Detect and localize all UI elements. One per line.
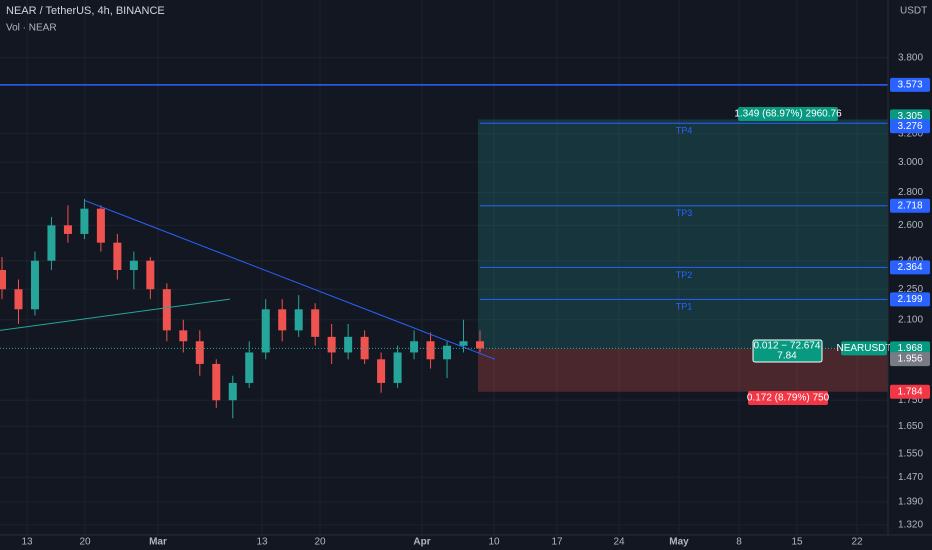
y-tick-label: 1.550 xyxy=(898,449,923,460)
y-tick-label: 1.650 xyxy=(898,421,923,432)
stop-badge: 1.784 xyxy=(897,386,922,397)
target-label: TP1 xyxy=(676,302,693,312)
candle-body xyxy=(344,336,353,353)
y-tick-label: 2.800 xyxy=(898,187,923,198)
y-tick-label: 2.250 xyxy=(898,284,923,295)
tp-badge-bg xyxy=(890,260,930,275)
candle-body xyxy=(146,260,155,290)
candle-body xyxy=(311,309,320,337)
currency-label: USDT xyxy=(900,6,927,17)
candle-body xyxy=(129,260,138,271)
target-label: TP4 xyxy=(676,126,693,136)
y-tick-label: 3.800 xyxy=(898,52,923,63)
y-tick-label: 1.750 xyxy=(898,395,923,406)
center-text: 0.012 − 72.674 xyxy=(753,341,820,352)
tp-badge-bg xyxy=(890,198,930,213)
candle-body xyxy=(113,242,122,271)
x-tick-label: Apr xyxy=(413,537,430,548)
indicator-label: Vol · NEAR xyxy=(6,23,57,34)
y-tick-label: 3.200 xyxy=(898,128,923,139)
tp-badge: 2.718 xyxy=(897,200,922,211)
last-badge: 1.968 xyxy=(897,343,922,354)
candle-body xyxy=(327,336,336,353)
candle-body xyxy=(63,225,72,234)
x-tick-label: 13 xyxy=(21,537,33,548)
candle-body xyxy=(212,363,221,401)
y-tick-label: 1.470 xyxy=(898,472,923,483)
prev-badge: 1.956 xyxy=(897,354,922,365)
profit-zone xyxy=(478,119,888,349)
candle-body xyxy=(443,345,452,360)
candle-body xyxy=(377,359,386,383)
x-tick-label: 24 xyxy=(613,537,625,548)
candle-body xyxy=(96,208,105,243)
center-box xyxy=(752,339,823,363)
tp-badge: 2.364 xyxy=(897,262,922,273)
candle-body xyxy=(162,289,171,331)
candle-body xyxy=(47,225,56,261)
candle-body xyxy=(261,309,270,353)
y-tick-label: 2.100 xyxy=(898,314,923,325)
symbol-title: NEAR / TetherUS, 4h, BINANCE xyxy=(6,5,165,17)
stop-text: 0.172 (8.79%) 750 xyxy=(747,393,830,404)
loss-zone xyxy=(478,348,888,392)
tp-badge: 2.199 xyxy=(897,294,922,305)
symbol-badge: NEARUSDT xyxy=(836,343,891,354)
tp-badge: 3.276 xyxy=(897,121,922,132)
x-tick-label: 22 xyxy=(851,537,863,548)
candle-body xyxy=(80,208,89,234)
candle-body xyxy=(14,289,23,310)
candle-body xyxy=(426,341,435,360)
x-tick-label: 17 xyxy=(551,537,563,548)
target-text: 1.349 (68.97%) 2960.76 xyxy=(734,109,842,120)
trendline xyxy=(84,200,496,360)
x-tick-label: 20 xyxy=(79,537,91,548)
trendline xyxy=(0,298,231,331)
candle-body xyxy=(360,336,369,360)
symbol-badge-bg xyxy=(841,341,887,356)
candle-body xyxy=(179,330,188,342)
candle-body xyxy=(278,309,287,331)
resistance-badge-bg xyxy=(890,77,930,92)
x-tick-label: 10 xyxy=(488,537,500,548)
x-tick-label: May xyxy=(669,537,689,548)
target-badge: 3.305 xyxy=(897,111,922,122)
candle-body xyxy=(228,382,237,401)
y-tick-label: 1.390 xyxy=(898,497,923,508)
candle-body xyxy=(410,341,419,353)
y-tick-label: 2.600 xyxy=(898,220,923,231)
x-tick-label: 20 xyxy=(314,537,326,548)
center-text: 7.84 xyxy=(777,351,797,362)
candle-body xyxy=(245,352,254,383)
y-tick-label: 1.320 xyxy=(898,519,923,530)
candle-body xyxy=(195,341,204,364)
prev-badge-bg xyxy=(890,352,930,367)
target-text-bg xyxy=(738,107,838,121)
candle-body xyxy=(459,341,468,346)
x-tick-label: 8 xyxy=(736,537,742,548)
candle-body xyxy=(30,260,39,310)
tp-badge-bg xyxy=(890,119,930,134)
target-label: TP2 xyxy=(676,270,693,280)
stop-text-bg xyxy=(748,391,828,405)
stop-badge-bg xyxy=(890,384,930,399)
last-badge-bg xyxy=(890,341,930,356)
y-tick-label: 3.000 xyxy=(898,157,923,168)
tp-badge-bg xyxy=(890,292,930,307)
resistance-badge: 3.573 xyxy=(897,80,922,91)
x-tick-label: 13 xyxy=(256,537,268,548)
candle-body xyxy=(476,341,484,349)
candle-body xyxy=(0,270,6,290)
candle-body xyxy=(294,309,303,331)
candle-body xyxy=(393,352,402,383)
target-label: TP3 xyxy=(676,208,693,218)
x-tick-label: Mar xyxy=(149,537,167,548)
x-tick-label: 15 xyxy=(791,537,803,548)
